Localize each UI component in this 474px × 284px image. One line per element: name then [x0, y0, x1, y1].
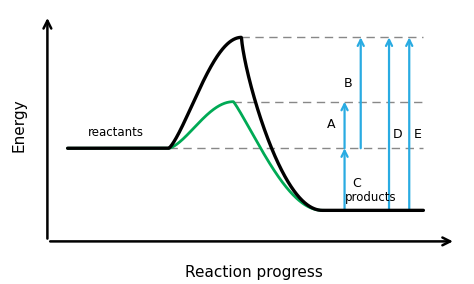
Text: Energy: Energy — [11, 98, 26, 152]
Text: C: C — [352, 177, 361, 190]
Text: D: D — [392, 128, 402, 141]
Text: A: A — [327, 118, 336, 131]
Text: Reaction progress: Reaction progress — [185, 265, 322, 280]
Text: reactants: reactants — [88, 126, 144, 139]
Text: E: E — [413, 128, 421, 141]
Text: products: products — [345, 191, 397, 204]
Text: B: B — [344, 78, 353, 90]
